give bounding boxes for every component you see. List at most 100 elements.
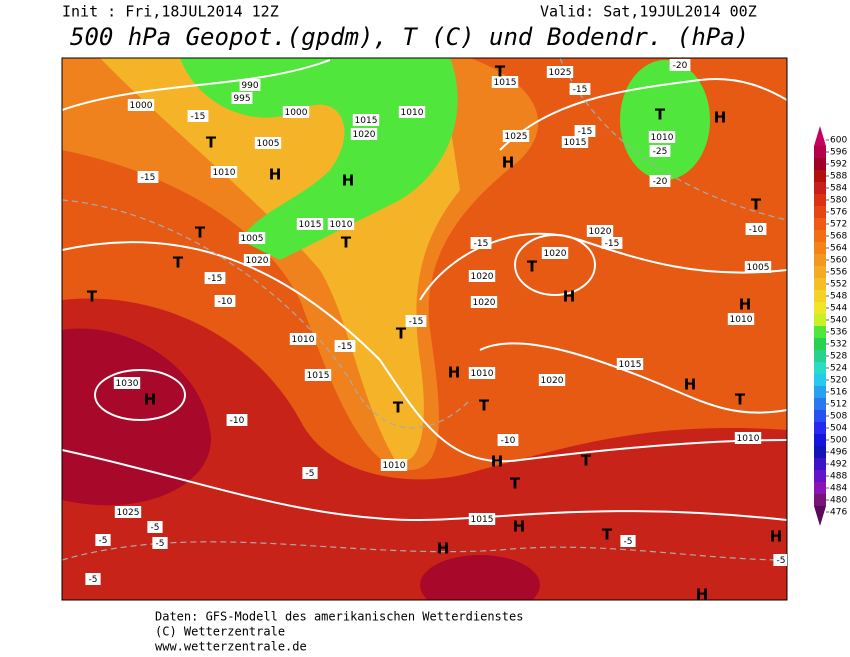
high-pressure: H [502,154,515,172]
legend-swatch [814,470,826,482]
legend-swatch [814,374,826,386]
legend-label: 488 [830,472,847,482]
temperature-label-box [470,237,492,249]
temperature-label: -5 [306,469,315,479]
isobars [62,59,787,522]
isobar-label-box [491,76,519,88]
temperature-label: -10 [749,225,764,235]
low-pressure: T [206,134,217,152]
high-pressure: H [739,296,752,314]
hot-core [62,328,211,506]
legend-swatch [814,158,826,170]
isobar-label-box [616,358,644,370]
temperature-label: -5 [151,523,160,533]
legend-label: 584 [830,184,847,194]
temperature-label-box [497,434,519,446]
isobar-label-box [282,106,310,118]
low-pressure: T [341,234,352,252]
low-pressure: T [195,224,206,242]
temperature-label-box [649,145,671,157]
init-time: Init : Fri,18JUL2014 12Z [62,3,279,21]
temperature-label-box [649,175,671,187]
isobar-label-box [254,137,282,149]
temperature-label: -5 [89,575,98,585]
legend-label: 580 [830,196,847,206]
temperature-label-box [137,171,159,183]
isobar-label: 1025 [505,132,528,142]
isobar-label: 1000 [285,108,308,118]
legend-swatch [814,434,826,446]
isobar-label-box [127,99,155,111]
temperature-label-box [569,83,591,95]
temperature-label: -5 [156,539,165,549]
high-pressure: H [513,518,526,536]
temperature-label-box [574,125,596,137]
isobar-label-box [352,114,380,126]
legend-swatch [814,302,826,314]
legend-swatch [814,338,826,350]
low-pressure: T [173,254,184,272]
isobar-label: 1025 [549,68,572,78]
legend-swatch [814,494,826,506]
map-labels: 1000 990 995 1000 1005 1010 1015 1020 1010 1015 10… [85,59,787,600]
temperature-label-box [601,237,623,249]
high-pressure: H [563,288,576,306]
temperature-label-box [152,537,168,549]
temperature-label-box [187,110,209,122]
isobar-label-box [561,136,589,148]
low-pressure: T [751,196,762,214]
isobar-label: 1005 [747,263,770,273]
legend-swatch [814,314,826,326]
isobar-label: 995 [233,94,250,104]
legend-swatch [814,410,826,422]
legend-swatch [814,206,826,218]
isobar-label-box [398,106,426,118]
isobar-label: 1015 [299,220,322,230]
legend-label: 572 [830,220,847,230]
isobar-label-box [296,218,324,230]
low-pressure: T [602,526,613,544]
legend-label: 512 [830,400,847,410]
isobar-label: 1030 [116,379,139,389]
temperature-label-box [669,59,691,71]
temperature-label-box [620,535,636,547]
legend-label: 560 [830,256,847,266]
isobar-label-box [541,247,569,259]
isobar-label-box [502,130,530,142]
isobar-label-box [289,333,317,345]
legend-label: 480 [830,496,847,506]
isobar-label-box [468,270,496,282]
temperature-label: -5 [777,556,786,566]
legend-label: 540 [830,316,847,326]
isobar-label-box [546,66,574,78]
legend-label: 504 [830,424,847,434]
legend-label: 516 [830,388,847,398]
isobar-label: 1015 [494,78,517,88]
legend-label: 508 [830,412,847,422]
high-pressure: H [714,109,727,127]
legend-swatch [814,350,826,362]
low-pressure: T [393,399,404,417]
legend-swatch [814,362,826,374]
low-pressure: T [510,475,521,493]
legend-label: 536 [830,328,847,338]
isobar-label-box [470,296,498,308]
isobar-label: 1005 [241,234,264,244]
legend-label: 496 [830,448,847,458]
low-pressure: T [527,258,538,276]
temperature-label: -15 [578,127,593,137]
isobar-label-box [114,506,142,518]
legend-label: 600 [830,136,847,146]
legend-label: 548 [830,292,847,302]
legend-swatch [814,290,826,302]
temperature-label: -10 [230,416,245,426]
isobar-label: 1010 [737,434,760,444]
legend-label: 544 [830,304,847,314]
isobar-label-box [304,369,332,381]
legend-label: 588 [830,172,847,182]
legend-swatch [814,326,826,338]
isobar-label: 1010 [471,369,494,379]
map-frame [61,57,788,601]
temperature-label: -15 [409,317,424,327]
